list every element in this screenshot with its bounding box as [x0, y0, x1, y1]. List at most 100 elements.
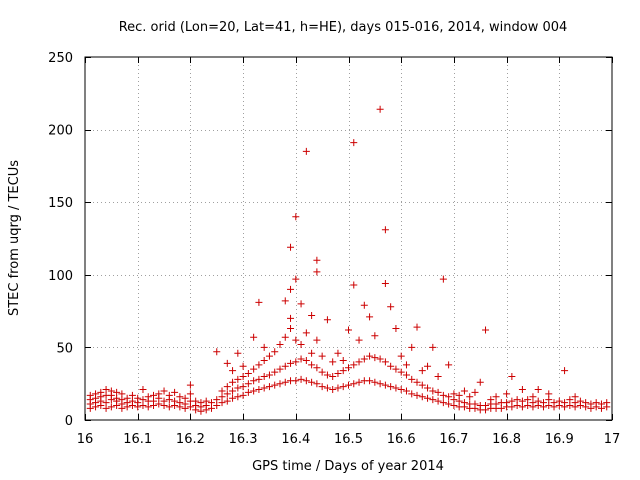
- data-point: [239, 372, 247, 380]
- data-point: [508, 397, 516, 405]
- data-point: [244, 370, 252, 378]
- data-point: [323, 316, 331, 324]
- data-point: [265, 383, 273, 391]
- data-point: [345, 364, 352, 372]
- data-point: [550, 399, 558, 407]
- x-tick-label: 16: [77, 432, 94, 447]
- data-point: [429, 387, 437, 395]
- data-point: [297, 300, 305, 308]
- data-point: [223, 359, 231, 367]
- data-point: [176, 393, 184, 401]
- data-point: [471, 400, 479, 408]
- data-point: [313, 364, 321, 372]
- data-point: [334, 384, 342, 392]
- data-point: [503, 399, 511, 407]
- data-point: [229, 387, 237, 395]
- data-point: [408, 390, 416, 398]
- data-point: [376, 105, 384, 113]
- data-point: [366, 313, 374, 321]
- data-point: [350, 380, 358, 388]
- data-point: [297, 375, 305, 383]
- data-point: [545, 390, 553, 398]
- data-point: [397, 352, 405, 360]
- data-point: [339, 356, 347, 364]
- data-point: [308, 378, 316, 386]
- data-point: [276, 365, 284, 373]
- axis-ticks: 16 16.1 16.2 16.3 16.4 16.5 16.6 16.7 16.8 16.9 17…: [48, 51, 620, 447]
- y-axis-label: STEC from uqrg / TECUs: [7, 160, 22, 316]
- data-point: [566, 396, 574, 404]
- data-point: [229, 367, 237, 375]
- data-point: [302, 329, 310, 337]
- grid: [85, 57, 612, 420]
- data-point: [418, 367, 426, 375]
- x-tick-label: 16.2: [176, 432, 205, 447]
- data-point: [302, 147, 310, 155]
- data-point: [292, 377, 300, 385]
- data-point: [387, 362, 395, 370]
- data-point: [534, 397, 542, 405]
- data-point: [128, 391, 136, 399]
- data-point: [308, 311, 316, 319]
- data-point: [587, 400, 595, 408]
- data-point: [255, 375, 263, 383]
- data-point: [355, 378, 363, 386]
- data-point: [408, 375, 416, 383]
- data-point: [102, 386, 110, 394]
- data-point: [234, 375, 242, 383]
- data-point: [561, 367, 569, 375]
- data-point: [366, 377, 374, 385]
- data-point: [582, 399, 590, 407]
- data-point: [482, 401, 490, 409]
- data-point: [234, 393, 242, 401]
- data-point: [392, 325, 400, 333]
- data-point: [408, 343, 416, 351]
- data-point: [402, 371, 410, 379]
- data-point: [576, 397, 584, 405]
- data-point: [445, 361, 453, 369]
- data-point: [102, 399, 110, 407]
- data-point: [439, 399, 447, 407]
- data-point: [371, 332, 379, 340]
- data-point: [313, 380, 321, 388]
- data-point: [250, 365, 258, 373]
- data-point: [155, 390, 163, 398]
- data-point: [460, 399, 468, 407]
- data-point: [107, 403, 115, 411]
- data-point: [492, 393, 500, 401]
- data-points: [86, 105, 611, 415]
- data-point: [355, 336, 363, 344]
- data-point: [503, 390, 511, 398]
- data-point: [360, 301, 368, 309]
- data-point: [482, 326, 490, 334]
- data-point: [318, 352, 326, 360]
- plot-frame: [84, 56, 613, 421]
- data-point: [371, 378, 379, 386]
- data-point: [239, 362, 247, 370]
- data-point: [287, 314, 295, 322]
- data-point: [339, 383, 347, 391]
- data-point: [381, 280, 389, 288]
- data-point: [118, 390, 126, 398]
- data-point: [392, 384, 400, 392]
- x-tick-label: 16.6: [387, 432, 416, 447]
- data-point: [445, 400, 453, 408]
- x-tick-label: 16.4: [281, 432, 310, 447]
- x-tick-label: 17: [604, 432, 621, 447]
- data-point: [429, 343, 437, 351]
- data-point: [186, 390, 194, 398]
- y-tick-label: 150: [48, 196, 73, 211]
- data-point: [250, 387, 258, 395]
- data-point: [234, 384, 242, 392]
- data-point: [223, 390, 231, 398]
- y-tick-label: 250: [48, 51, 73, 66]
- data-point: [381, 226, 389, 234]
- data-point: [402, 361, 410, 369]
- data-point: [381, 358, 389, 366]
- data-point: [260, 356, 268, 364]
- data-point: [402, 387, 410, 395]
- data-point: [455, 391, 463, 399]
- x-tick-label: 16.3: [229, 432, 258, 447]
- data-point: [250, 377, 258, 385]
- data-point: [355, 358, 363, 366]
